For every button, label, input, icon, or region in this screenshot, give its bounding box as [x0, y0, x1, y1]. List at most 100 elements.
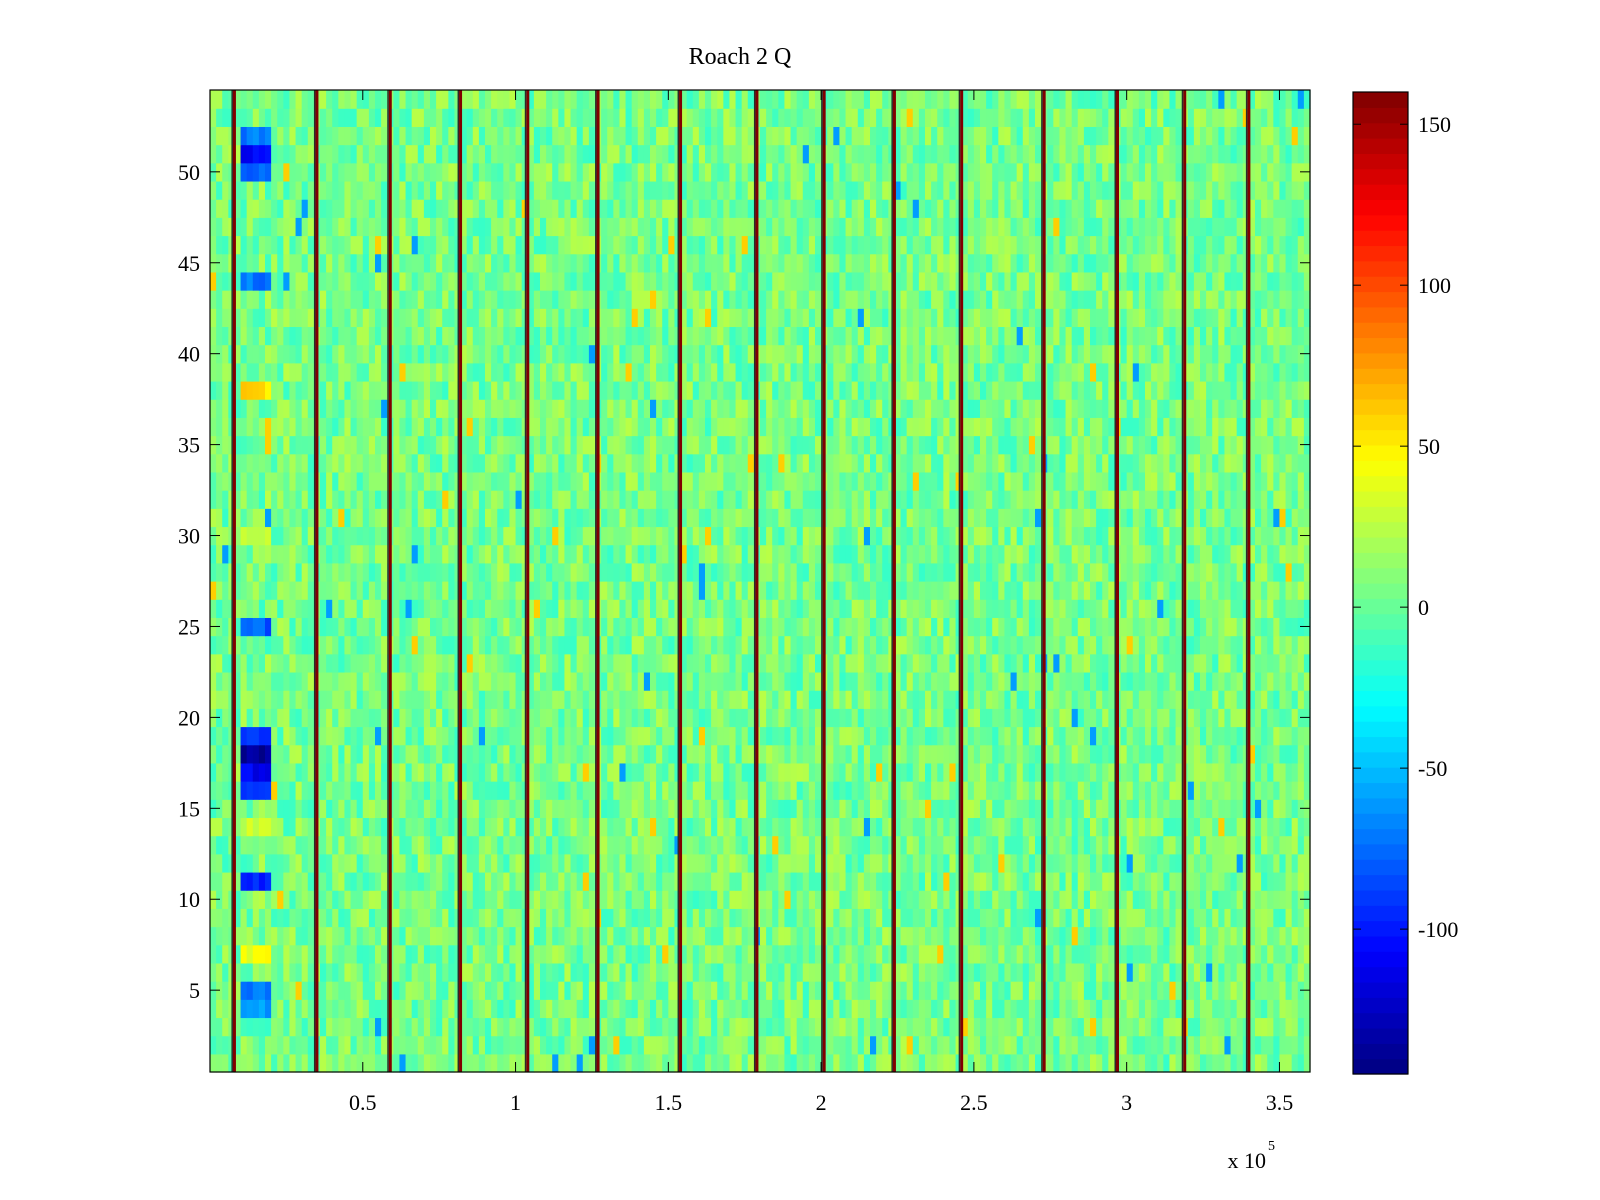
- heatmap-cell: [430, 817, 437, 837]
- heatmap-cell: [1065, 635, 1073, 655]
- heatmap-cell: [1248, 635, 1256, 655]
- heatmap-cell: [711, 617, 718, 637]
- heatmap-cell: [546, 926, 553, 946]
- heatmap-cell: [295, 690, 303, 709]
- heatmap-cell: [741, 599, 749, 618]
- heatmap-cell: [735, 781, 743, 800]
- heatmap-cell: [1035, 781, 1042, 800]
- heatmap-cell: [1053, 671, 1061, 691]
- heatmap-cell: [937, 762, 944, 782]
- heatmap-cell: [271, 744, 278, 764]
- heatmap-cell: [741, 581, 749, 600]
- heatmap-cell: [925, 944, 932, 964]
- heatmap-cell: [1096, 981, 1103, 1000]
- heatmap-cell: [1138, 999, 1146, 1019]
- heatmap-cell: [326, 671, 333, 691]
- heatmap-cell: [943, 671, 951, 691]
- heatmap-cell: [558, 635, 566, 655]
- heatmap-cell: [625, 635, 633, 655]
- heatmap-cell: [1071, 653, 1079, 673]
- heatmap-cell: [1065, 1053, 1073, 1073]
- heatmap-cell: [857, 962, 865, 982]
- heatmap-cell: [1273, 1035, 1281, 1055]
- heatmap-cell: [980, 926, 987, 946]
- heatmap-cell: [1175, 871, 1183, 891]
- heatmap-cell: [967, 799, 975, 819]
- heatmap-cell: [931, 999, 938, 1019]
- heatmap-cell: [637, 599, 645, 618]
- heatmap-cell: [1273, 908, 1281, 928]
- heatmap-cell: [478, 671, 486, 691]
- heatmap-cell: [1157, 653, 1164, 673]
- heatmap-cell: [564, 653, 572, 673]
- heatmap-cell: [472, 1035, 480, 1055]
- heatmap-cell: [552, 744, 559, 764]
- heatmap-cell: [362, 1017, 370, 1037]
- heatmap-cell: [497, 926, 504, 946]
- heatmap-cell: [1077, 981, 1085, 1000]
- heatmap-cell: [234, 562, 242, 582]
- heatmap-cell: [1065, 817, 1073, 837]
- heatmap-cell: [283, 799, 291, 819]
- heatmap-cell: [582, 562, 590, 582]
- heatmap-cell: [320, 1053, 327, 1073]
- heatmap-cell: [1157, 635, 1164, 655]
- heatmap-cell: [912, 617, 920, 637]
- heatmap-cell: [301, 1035, 309, 1055]
- heatmap-cell: [998, 708, 1006, 728]
- heatmap-cell: [265, 781, 272, 800]
- heatmap-cell: [1035, 635, 1042, 655]
- heatmap-cell: [393, 926, 401, 946]
- heatmap-cell: [949, 799, 957, 819]
- heatmap-cell: [1108, 653, 1116, 673]
- heatmap-cell: [613, 981, 621, 1000]
- heatmap-cell: [210, 999, 217, 1019]
- heatmap-cell: [332, 1017, 339, 1037]
- heatmap-cell: [900, 981, 908, 1000]
- heatmap-cell: [1285, 908, 1293, 928]
- heatmap-cell: [307, 999, 315, 1019]
- heatmap-cell: [735, 799, 743, 819]
- heatmap-cell: [338, 762, 346, 782]
- heatmap-cell: [735, 999, 743, 1019]
- heatmap-cell: [643, 599, 651, 618]
- heatmap-cell: [460, 781, 468, 800]
- heatmap-cell: [417, 617, 425, 637]
- heatmap-cell: [1096, 781, 1103, 800]
- heatmap-cell: [393, 799, 401, 819]
- heatmap-cell: [845, 926, 853, 946]
- heatmap-cell: [265, 926, 272, 946]
- heatmap-cell: [998, 762, 1006, 782]
- heatmap-cell: [1285, 617, 1293, 637]
- heatmap-cell: [533, 871, 541, 891]
- heatmap-cell: [1248, 599, 1256, 618]
- heatmap-cell: [729, 671, 737, 691]
- heatmap-cell: [326, 781, 333, 800]
- heatmap-cell: [705, 708, 712, 728]
- heatmap-cell: [405, 799, 413, 819]
- heatmap-cell: [271, 781, 278, 800]
- heatmap-cell: [246, 1035, 254, 1055]
- heatmap-cell: [711, 871, 718, 891]
- heatmap-cell: [234, 926, 242, 946]
- heatmap-cell: [1297, 581, 1305, 600]
- heatmap-cell: [747, 908, 755, 928]
- heatmap-cell: [588, 762, 596, 782]
- heatmap-cell: [515, 762, 523, 782]
- heatmap-cell: [405, 1017, 413, 1037]
- heatmap-cell: [961, 999, 969, 1019]
- heatmap-cell: [918, 562, 926, 582]
- heatmap-cell: [668, 726, 676, 746]
- heatmap-cell: [815, 853, 822, 873]
- heatmap-cell: [900, 762, 908, 782]
- heatmap-cell: [1218, 744, 1226, 764]
- heatmap-cell: [900, 562, 908, 582]
- heatmap-cell: [1120, 671, 1128, 691]
- heatmap-cell: [925, 853, 932, 873]
- heatmap-cell: [423, 908, 431, 928]
- heatmap-cell: [393, 1053, 401, 1073]
- heatmap-cell: [943, 599, 951, 618]
- heatmap-cell: [405, 617, 413, 637]
- heatmap-cell: [1022, 835, 1030, 855]
- heatmap-cell: [1102, 908, 1109, 928]
